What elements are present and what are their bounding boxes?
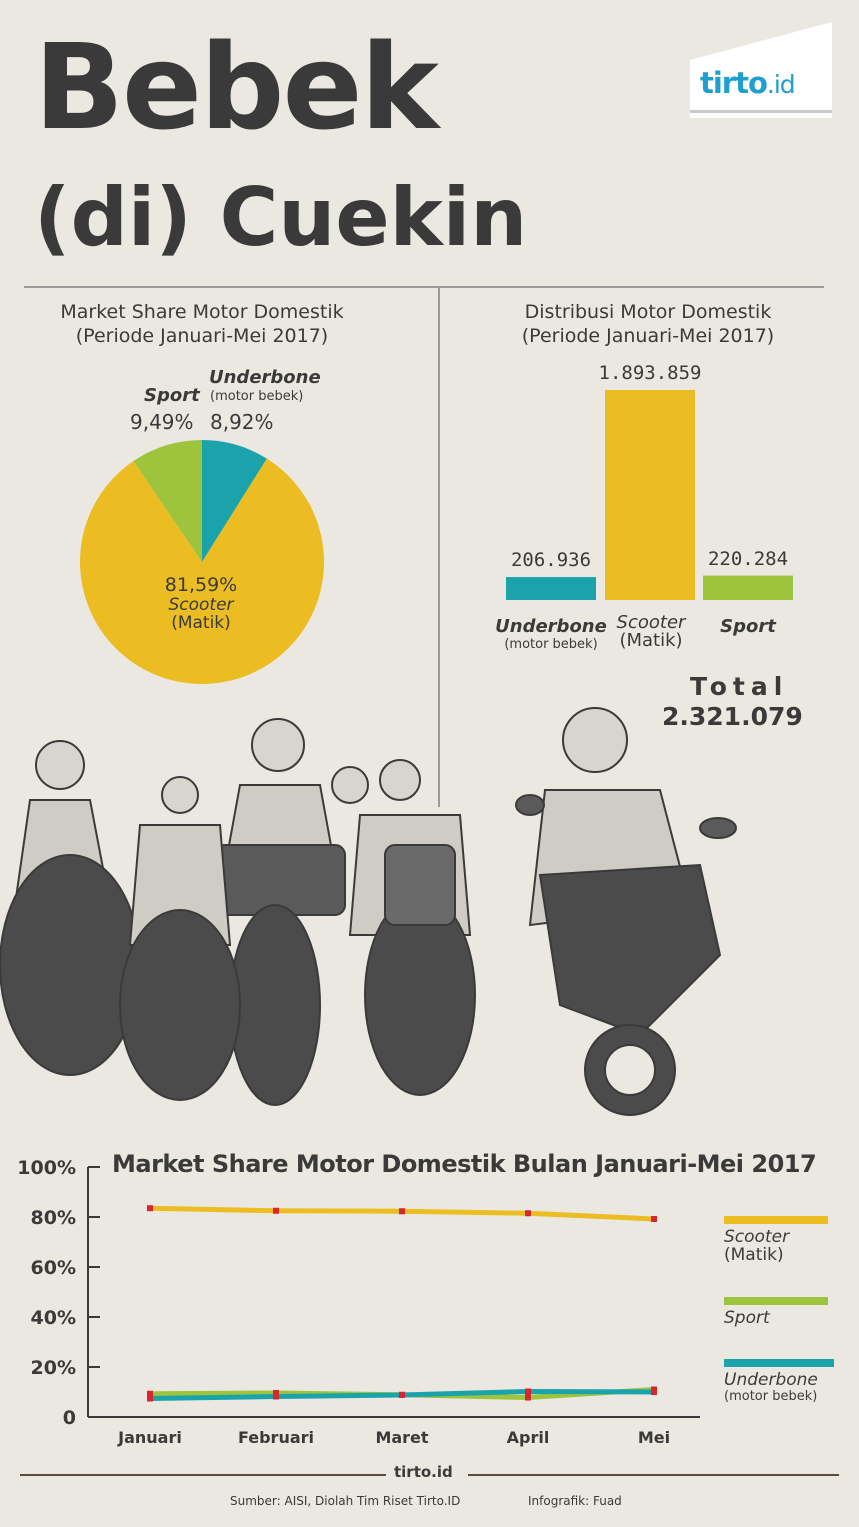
- bar-cat-name-scooter: Scooter: [616, 612, 686, 633]
- marker-scooter-februari: [273, 1207, 279, 1214]
- marker-scooter-april: [525, 1210, 531, 1217]
- legend-sport: Sport: [724, 1297, 828, 1327]
- pie-sub-scooter: (Matik): [171, 613, 231, 633]
- legend-scooter: Scooter (Matik): [724, 1216, 828, 1264]
- line-chart-axes: [87, 1166, 700, 1418]
- y-tick-label-100: 100%: [17, 1157, 76, 1179]
- y-tick-label-20: 20%: [31, 1357, 76, 1379]
- legend-underbone: Underbone (motor bebek): [724, 1359, 834, 1404]
- bar-value-scooter: 1.893.859: [598, 362, 702, 384]
- logo-badge-shape: [690, 22, 832, 118]
- pie-label-scooter: Scooter: [168, 595, 234, 615]
- x-tick-label-april: April: [507, 1428, 550, 1447]
- x-tick-label-februari: Februari: [238, 1428, 314, 1447]
- tirto-logo: tirto.id: [690, 22, 832, 118]
- pie-value-underbone: 8,92%: [210, 410, 274, 434]
- logo-suffix: .id: [766, 70, 796, 99]
- line-chart: Januari Februari Maret April Mei 0 20% 40% 60% 8…: [17, 1157, 700, 1447]
- x-tick-label-mei: Mei: [638, 1428, 670, 1447]
- marker-scooter-mei: [651, 1216, 657, 1222]
- bar-cat-sub-underbone: (motor bebek): [504, 637, 598, 652]
- marker-underbone-februari: [273, 1393, 279, 1400]
- source-text: Sumber: AISI, Diolah Tim Riset Tirto.ID: [230, 1494, 461, 1508]
- pie-inner-label-scooter: 81,59% Scooter (Matik): [128, 574, 274, 632]
- marker-sport-februari: [273, 1390, 279, 1396]
- x-tick-label-maret: Maret: [375, 1428, 428, 1447]
- pie-chart: [79, 440, 324, 684]
- line-chart-x-labels: Januari Februari Maret April Mei: [117, 1428, 670, 1447]
- bar-scooter: [605, 390, 695, 600]
- logo-wordmark: tirto.id: [700, 66, 796, 100]
- section-divider-horizontal: [24, 286, 824, 288]
- total-label: Total: [690, 672, 789, 701]
- logo-main: tirto: [700, 66, 768, 100]
- bar-value-underbone: 206.936: [510, 549, 592, 572]
- legend-name-scooter: Scooter: [724, 1227, 790, 1247]
- page-title-line2: (di) Cuekin: [34, 171, 528, 264]
- pie-value-sport: 9,49%: [130, 410, 194, 434]
- legend-swatch-scooter: [724, 1216, 828, 1224]
- legend-name-underbone: Underbone: [724, 1370, 818, 1390]
- line-chart-title: Market Share Motor Domestik Bulan Januar…: [112, 1150, 817, 1178]
- pie-label-sport: Sport: [144, 385, 200, 406]
- footer-logo: tirto.id: [394, 1463, 453, 1481]
- marker-sport-april: [525, 1394, 531, 1401]
- legend-sub-scooter: (Matik): [724, 1245, 784, 1265]
- y-tick-label-40: 40%: [31, 1307, 76, 1329]
- y-tick-label-0: 0: [63, 1407, 76, 1429]
- pie-slice-sport: [133, 440, 202, 562]
- bar-sport: [703, 575, 793, 600]
- marker-underbone-januari: [147, 1395, 153, 1402]
- legend-swatch-underbone: [724, 1359, 834, 1367]
- marker-sport-januari: [147, 1390, 153, 1397]
- credit-text: Infografik: Fuad: [528, 1494, 622, 1508]
- footer-rule-right: [468, 1474, 839, 1476]
- pie-title-line1: Market Share Motor Domestik: [60, 301, 344, 323]
- pie-label-underbone: Underbone: [209, 367, 321, 388]
- bar-title-line2: (Periode Januari-Mei 2017): [521, 325, 775, 347]
- pie-slice-underbone: [202, 440, 267, 562]
- x-tick-label-januari: Januari: [117, 1428, 182, 1447]
- marker-scooter-maret: [399, 1208, 405, 1215]
- pie-slice-scooter: [79, 458, 324, 684]
- footer-rule-left: [20, 1474, 386, 1476]
- page-title-line1: Bebek: [34, 18, 439, 156]
- legend-sub-underbone: (motor bebek): [724, 1389, 818, 1404]
- bar-category-underbone: Underbone (motor bebek): [492, 618, 610, 654]
- bar-category-scooter: Scooter (Matik): [600, 614, 702, 650]
- pie-title-line2: (Periode Januari-Mei 2017): [75, 325, 329, 347]
- motorcyclists-illustration: [0, 707, 737, 1116]
- bar-cat-name-underbone: Underbone: [495, 616, 607, 637]
- y-tick-label-60: 60%: [31, 1257, 76, 1279]
- total-value: 2.321.079: [662, 702, 803, 731]
- bar-value-sport: 220.284: [707, 547, 789, 570]
- bar-chart: [506, 390, 793, 600]
- bar-cat-name-sport: Sport: [720, 616, 776, 637]
- bar-category-sport: Sport: [700, 618, 796, 636]
- line-chart-series: [147, 1205, 657, 1402]
- legend-swatch-sport: [724, 1297, 828, 1305]
- pie-sub-underbone: (motor bebek): [210, 389, 304, 404]
- line-chart-y-labels: 0 20% 40% 60% 80% 100%: [17, 1157, 76, 1429]
- section-divider-vertical: [438, 287, 440, 807]
- bar-cat-sub-scooter: (Matik): [619, 630, 683, 651]
- marker-underbone-april: [525, 1388, 531, 1395]
- pie-chart-title: Market Share Motor Domestik (Periode Jan…: [24, 300, 380, 348]
- bar-underbone: [506, 577, 596, 600]
- marker-underbone-maret: [399, 1392, 405, 1398]
- bar-chart-title: Distribusi Motor Domestik (Periode Janua…: [470, 300, 826, 348]
- legend-name-sport: Sport: [724, 1308, 770, 1328]
- marker-scooter-januari: [147, 1205, 153, 1212]
- y-tick-label-80: 80%: [31, 1207, 76, 1229]
- bar-title-line1: Distribusi Motor Domestik: [524, 301, 772, 323]
- pie-value-scooter: 81,59%: [164, 574, 238, 596]
- marker-underbone-mei: [651, 1389, 657, 1395]
